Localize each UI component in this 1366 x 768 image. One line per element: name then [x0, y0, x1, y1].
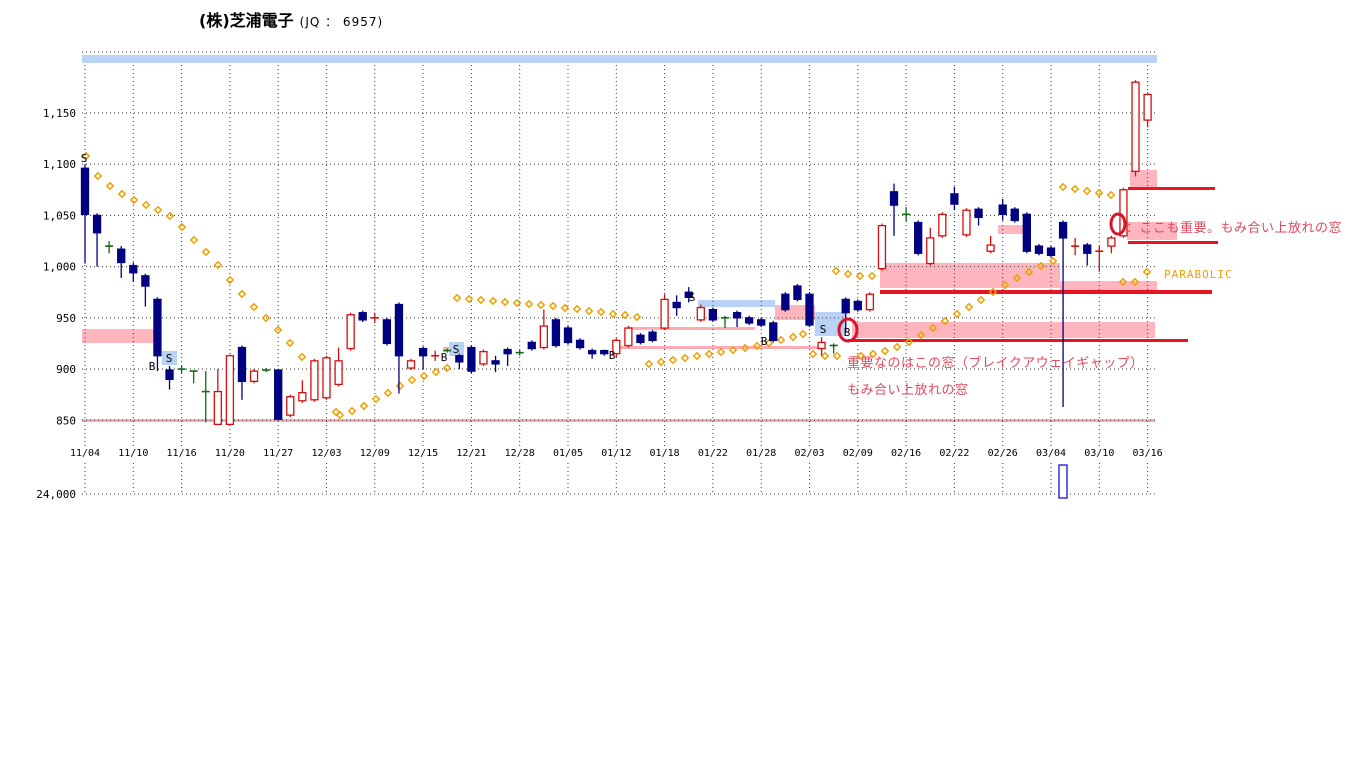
y-axis-label: 1,000 — [43, 261, 76, 274]
x-axis-label: 12/28 — [505, 448, 535, 459]
parabolic-sar-layer — [81, 151, 1152, 420]
x-axis-label: 12/09 — [360, 448, 390, 459]
annotation-window2: ：ここも重要。もみ合い上放れの窓 — [1126, 221, 1343, 236]
signal-s-label: S — [820, 323, 827, 336]
company-name: (株)芝浦電子 — [199, 11, 294, 30]
x-axis-label: 01/22 — [698, 448, 728, 459]
volume-axis-label: 24,000 — [36, 488, 76, 501]
signal-b-label: B — [609, 349, 616, 362]
signal-s-label: S — [166, 352, 173, 365]
x-axis-label: 01/05 — [553, 448, 583, 459]
x-axis-label: 03/04 — [1036, 448, 1066, 459]
highlight-circles-layer — [837, 212, 1127, 343]
annotation-window1-line2: もみ合い上放れの窓 — [847, 383, 969, 398]
x-axis-label: 02/09 — [843, 448, 873, 459]
x-axis-label: 12/03 — [311, 448, 341, 459]
x-axis-label: 03/16 — [1133, 448, 1163, 459]
x-axis-label: 01/12 — [601, 448, 631, 459]
signal-s-label: S — [81, 152, 88, 165]
x-axis-label: 02/16 — [891, 448, 921, 459]
y-axis-label: 1,150 — [43, 107, 76, 120]
y-axis-label: 1,100 — [43, 158, 76, 171]
chart-title: (株)芝浦電子 (JQ ： 6957) — [199, 7, 383, 31]
x-axis-label: 11/04 — [70, 448, 100, 459]
y-axis-label: 850 — [56, 414, 76, 427]
x-axis-label: 11/16 — [167, 448, 197, 459]
x-axis-label: 01/18 — [650, 448, 680, 459]
signal-b-label: B — [844, 326, 851, 339]
candlestick-layer — [80, 80, 1152, 426]
x-axis-label: 11/20 — [215, 448, 245, 459]
red-lines-layer — [848, 187, 1218, 342]
x-axis-label: 01/28 — [746, 448, 776, 459]
x-axis-label: 02/03 — [794, 448, 824, 459]
x-axis-label: 02/22 — [939, 448, 969, 459]
x-axis-label: 11/27 — [263, 448, 293, 459]
signal-s-label: S — [689, 291, 696, 304]
x-axis-label: 03/10 — [1084, 448, 1114, 459]
x-axis-label: 02/26 — [988, 448, 1018, 459]
window-bands-layer — [82, 55, 1177, 365]
volume-bar — [1058, 464, 1068, 499]
signal-s-label: S — [453, 343, 460, 356]
x-axis-label: 11/10 — [118, 448, 148, 459]
y-axis-label: 900 — [56, 363, 76, 376]
axis-labels-layer: 1,150 1,100 1,050 1,000 950 900 850 24,000 11/04… — [36, 107, 1162, 501]
signal-b-label: B — [149, 360, 156, 373]
parabolic-label: PARABOLIC — [1164, 268, 1233, 281]
y-axis-label: 1,050 — [43, 209, 76, 222]
signal-b-label: B — [441, 351, 448, 364]
signal-b-label: B — [761, 335, 768, 348]
grid-layer — [82, 51, 1155, 495]
x-axis-label: 12/15 — [408, 448, 438, 459]
ticker-code: (JQ ： 6957) — [299, 15, 384, 29]
annotation-window1-line1: 重要なのはこの窓（ブレイクアウェイギャップ） — [847, 356, 1144, 371]
y-axis-label: 950 — [56, 312, 76, 325]
x-axis-label: 12/21 — [456, 448, 486, 459]
